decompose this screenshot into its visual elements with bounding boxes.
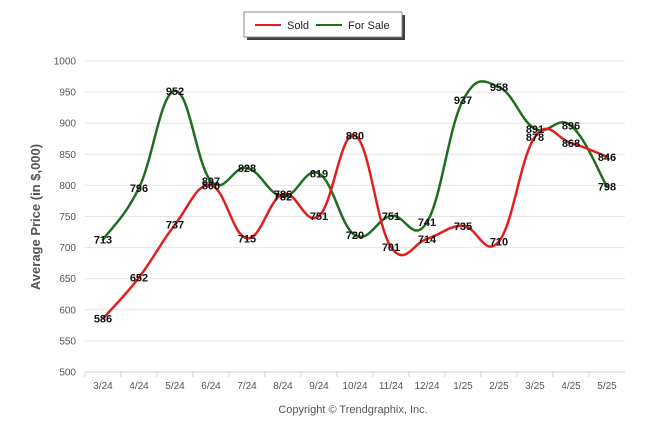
y-tick-label-900: 900	[59, 119, 76, 130]
data-label-for-sale-2-25: 958	[490, 82, 508, 94]
data-label-for-sale-3-24: 713	[94, 235, 112, 247]
data-label-for-sale-6-24: 807	[202, 176, 220, 188]
x-tick-label-3-25: 3/25	[525, 381, 545, 392]
data-label-sold-9-24: 751	[310, 211, 328, 223]
x-tick-label-4-25: 4/25	[561, 381, 581, 392]
data-label-sold-1-25: 735	[454, 221, 472, 233]
y-tick-label-700: 700	[59, 243, 76, 254]
y-tick-label-1000: 1000	[54, 57, 77, 68]
x-tick-label-5-25: 5/25	[597, 381, 617, 392]
series-line-for-sale	[101, 80, 609, 241]
data-label-for-sale-1-25: 937	[454, 95, 472, 107]
x-tick-label-3-24: 3/24	[93, 381, 113, 392]
data-label-sold-3-24: 586	[94, 314, 112, 326]
data-label-sold-12-24: 714	[418, 234, 437, 246]
y-axis-ticks: 500 550 600 650 700 750 800 850 900 950 1000	[54, 57, 77, 379]
data-label-for-sale-8-24: 782	[274, 192, 292, 204]
x-tick-label-10-24: 10/24	[342, 381, 367, 392]
x-tick-label-4-24: 4/24	[129, 381, 149, 392]
x-tick-label-1-25: 1/25	[453, 381, 473, 392]
data-label-for-sale-9-24: 819	[310, 169, 328, 181]
series-lines	[101, 80, 609, 320]
x-tick-label-7-24: 7/24	[237, 381, 257, 392]
data-label-sold-4-25: 868	[562, 138, 580, 150]
data-label-sold-11-24: 701	[382, 242, 400, 254]
data-label-sold-5-25: 846	[598, 152, 616, 164]
data-label-sold-10-24: 880	[346, 131, 364, 143]
data-label-sold-3-25: 878	[526, 132, 544, 144]
data-label-sold-7-24: 715	[238, 233, 256, 245]
x-tick-label-12-24: 12/24	[414, 381, 439, 392]
x-tick-label-9-24: 9/24	[309, 381, 329, 392]
data-label-for-sale-3-25: 891	[526, 124, 544, 136]
data-label-sold-6-24: 800	[202, 180, 220, 192]
y-tick-label-600: 600	[59, 305, 76, 316]
x-tick-label-2-25: 2/25	[489, 381, 509, 392]
data-labels: 5866527378007157867518807017147357108788…	[94, 82, 616, 325]
legend-label-sold: Sold	[287, 20, 309, 32]
y-tick-label-750: 750	[59, 212, 76, 223]
data-label-for-sale-4-25: 896	[562, 121, 580, 133]
data-label-for-sale-5-24: 952	[166, 86, 184, 98]
data-label-for-sale-11-24: 751	[382, 211, 400, 223]
data-label-sold-5-24: 737	[166, 220, 184, 232]
y-tick-label-650: 650	[59, 274, 76, 285]
data-label-sold-4-24: 652	[130, 272, 148, 284]
y-tick-label-550: 550	[59, 336, 76, 347]
series-line-sold	[101, 127, 609, 320]
data-label-for-sale-7-24: 828	[238, 163, 256, 175]
data-label-sold-2-25: 710	[490, 236, 508, 248]
y-tick-label-850: 850	[59, 150, 76, 161]
data-label-for-sale-12-24: 741	[418, 217, 436, 229]
x-tick-label-6-24: 6/24	[201, 381, 221, 392]
x-tick-label-8-24: 8/24	[273, 381, 293, 392]
y-axis-label: Average Price (in $,000)	[28, 144, 43, 290]
data-label-sold-8-24: 786	[274, 189, 292, 201]
grid	[85, 60, 625, 373]
data-label-for-sale-4-24: 796	[130, 183, 148, 195]
y-tick-label-950: 950	[59, 88, 76, 99]
y-tick-label-800: 800	[59, 181, 76, 192]
legend: Sold For Sale	[243, 11, 405, 40]
y-tick-label-500: 500	[59, 368, 76, 379]
legend-label-for-sale: For Sale	[348, 20, 390, 32]
x-tick-label-11-24: 11/24	[379, 381, 404, 392]
x-axis-ticks: 3/24 4/24 5/24 6/24 7/24 8/24 9/24 10/24 11/24 12…	[84, 371, 625, 392]
copyright-footer: Copyright © Trendgraphix, Inc.	[278, 404, 427, 416]
data-label-for-sale-10-24: 720	[346, 230, 364, 242]
data-label-for-sale-5-25: 798	[598, 182, 616, 194]
x-tick-label-5-24: 5/24	[165, 381, 185, 392]
